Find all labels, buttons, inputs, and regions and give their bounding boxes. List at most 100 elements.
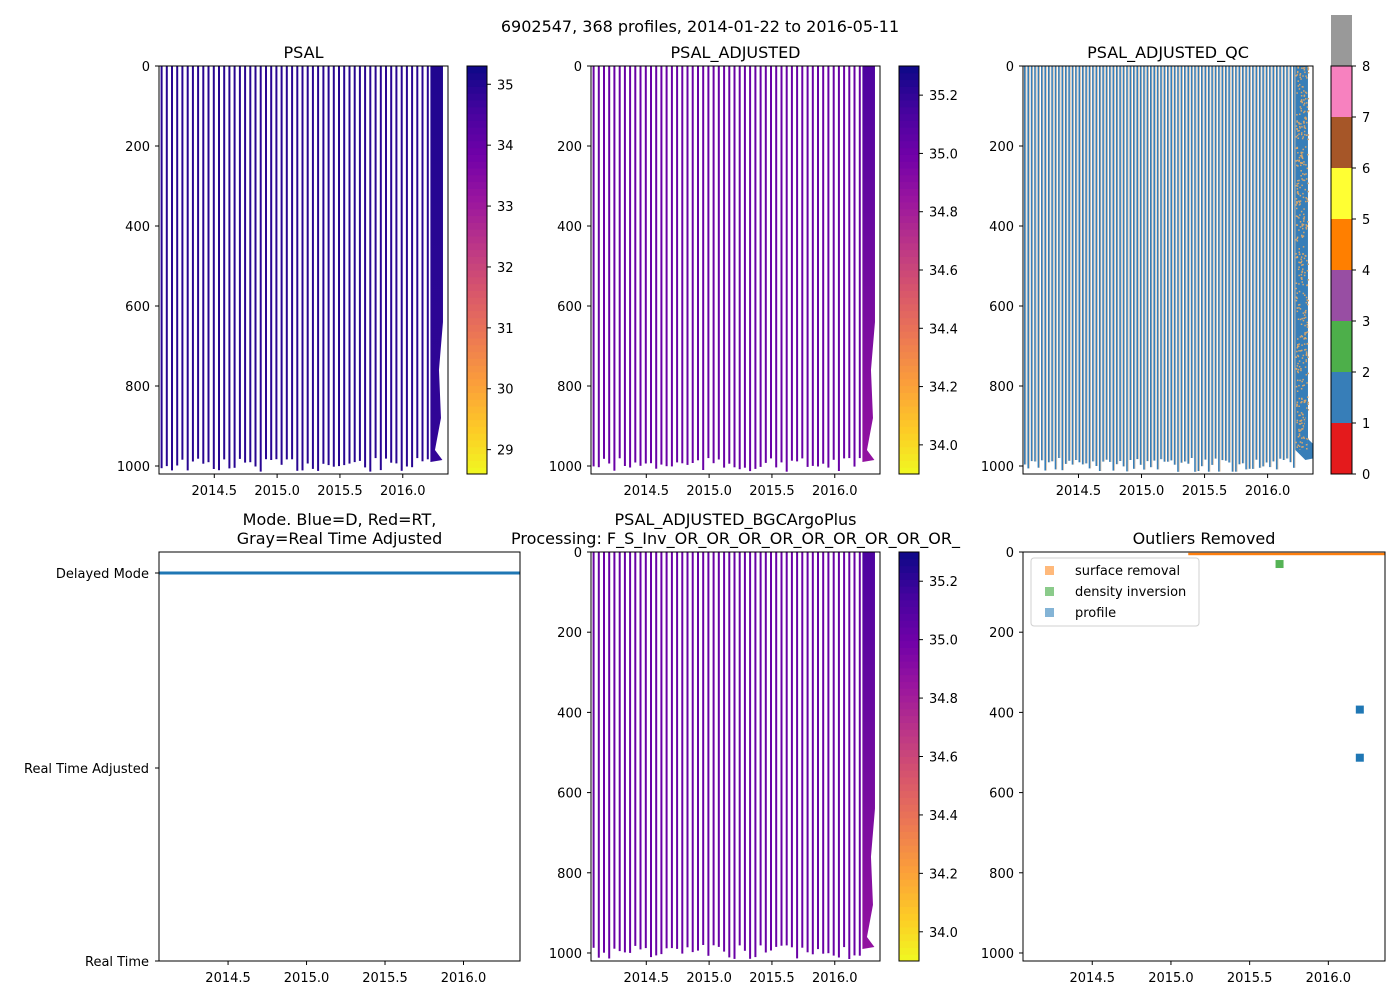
psal_adjusted-profile <box>692 66 694 463</box>
psal_adjusted_qc-dense-speckle <box>1307 154 1309 156</box>
psal_adjusted_qc-profile-speckle <box>1097 66 1098 466</box>
psal_adjusted_qc-profile-speckle <box>1288 66 1289 459</box>
psal_adjusted_qc-dense-speckle <box>1308 98 1310 100</box>
psal-profile <box>234 66 236 468</box>
psal_adjusted_qc-profile-speckle <box>1206 66 1207 460</box>
mode-ytick-label: Real Time Adjusted <box>24 762 149 777</box>
psal_adjusted_qc-dense-speckle <box>1302 158 1304 160</box>
qc-colorbar-segment <box>1331 423 1352 474</box>
psal_adjusted-colorbar-segment <box>899 358 919 365</box>
psal_adjusted_qc-dense-speckle <box>1299 446 1301 448</box>
psal_adjusted_qc-profile-speckle <box>1029 66 1030 468</box>
bgc-colorbar-segment <box>899 593 919 600</box>
psal_adjusted_qc-dense-speckle <box>1304 125 1306 127</box>
psal_adjusted-profile <box>817 66 819 467</box>
psal_adjusted_qc-xtick-label: 2015.5 <box>1182 484 1228 499</box>
psal-colorbar-segment <box>467 134 487 141</box>
psal_adjusted_qc-profile-speckle <box>1250 66 1251 469</box>
bgc-profile <box>754 552 756 957</box>
psal_adjusted-profile <box>593 66 595 466</box>
psal-colorbar-segment <box>467 290 487 297</box>
psal_adjusted_qc-profile-speckle <box>1189 66 1190 464</box>
bgc-profile <box>671 552 673 948</box>
psal_adjusted_qc-dense-speckle <box>1304 180 1306 182</box>
psal_adjusted_qc-profile-speckle <box>1039 66 1040 468</box>
psal_adjusted_qc-dense-speckle <box>1303 214 1305 216</box>
psal_adjusted_qc-dense-speckle <box>1306 374 1308 376</box>
psal_adjusted_qc-dense-speckle <box>1301 272 1303 274</box>
psal_adjusted-ytick-label: 800 <box>557 380 582 395</box>
psal-xtick-label: 2014.5 <box>192 484 238 499</box>
psal_adjusted-profile <box>765 66 767 463</box>
psal_adjusted-xtick-label: 2016.0 <box>812 484 858 499</box>
psal_adjusted_qc-dense-speckle <box>1298 445 1300 447</box>
psal-ytick-label: 400 <box>125 220 150 235</box>
psal_adjusted-xtick-label: 2014.5 <box>624 484 670 499</box>
psal_adjusted_qc-dense-speckle <box>1301 126 1303 128</box>
psal_adjusted_qc-profile <box>1096 66 1098 466</box>
psal_adjusted_qc-dense-speckle <box>1297 191 1299 193</box>
qc-colorbar-segment <box>1331 321 1352 372</box>
bgc-colorbar-segment <box>899 579 919 586</box>
psal_adjusted-colorbar-segment <box>899 243 919 250</box>
psal_adjusted_qc-dense-speckle <box>1301 67 1303 69</box>
psal_adjusted_qc-dense-speckle <box>1301 324 1303 326</box>
psal-colorbar-label: 32 <box>497 261 514 276</box>
psal_adjusted_qc-dense-speckle <box>1297 72 1299 74</box>
psal_adjusted_qc-profile-speckle <box>1145 66 1146 470</box>
psal_adjusted_qc-profile <box>1218 66 1220 472</box>
bgc-panel: PSAL_ADJUSTED_BGCArgoPlusProcessing: F_S… <box>511 510 961 986</box>
bgc-colorbar-segment <box>899 763 919 770</box>
psal_adjusted_qc-dense-speckle <box>1306 260 1308 262</box>
psal_adjusted_qc-dense-speckle <box>1300 101 1302 103</box>
psal_adjusted_qc-dense-speckle <box>1302 414 1304 416</box>
psal_adjusted_qc-dense-speckle <box>1299 291 1301 293</box>
psal_adjusted_qc-profile-speckle <box>1114 66 1115 471</box>
psal_adjusted_qc-profile <box>1262 66 1264 466</box>
psal_adjusted_qc-dense-speckle <box>1306 225 1308 227</box>
psal-colorbar-segment <box>467 399 487 406</box>
psal_adjusted_qc-dense-speckle <box>1301 99 1303 101</box>
bgc-colorbar-segment <box>899 736 919 743</box>
psal_adjusted_qc-profile <box>1143 66 1145 470</box>
psal_adjusted_qc-profile-speckle <box>1227 66 1228 461</box>
bgc-colorbar-segment <box>899 866 919 873</box>
psal_adjusted_qc-dense-speckle <box>1308 279 1310 281</box>
psal_adjusted_qc-dense-speckle <box>1308 72 1310 74</box>
bgc-profile <box>728 552 730 957</box>
psal_adjusted_qc-dense-speckle <box>1297 160 1299 162</box>
psal_adjusted_qc-profile <box>1239 66 1241 464</box>
psal_adjusted-colorbar-segment <box>899 114 919 121</box>
psal_adjusted_qc-dense-speckle <box>1300 195 1302 197</box>
psal_adjusted_qc-dense-speckle <box>1303 121 1305 123</box>
psal_adjusted_qc-profile-speckle <box>1141 66 1142 465</box>
psal_adjusted-colorbar-segment <box>899 297 919 304</box>
psal_adjusted_qc-profile-speckle <box>1199 66 1200 471</box>
psal_adjusted_qc-profile <box>1160 66 1162 459</box>
psal_adjusted_qc-profile-speckle <box>1060 66 1061 458</box>
outlier-profile-point <box>1356 706 1364 714</box>
psal_adjusted_qc-dense-speckle <box>1297 420 1299 422</box>
psal_adjusted_qc-dense-speckle <box>1302 385 1304 387</box>
bgc-colorbar-segment <box>899 920 919 927</box>
psal_adjusted_qc-dense-speckle <box>1296 298 1298 300</box>
psal-colorbar-segment <box>467 284 487 291</box>
psal_adjusted_qc-dense-speckle <box>1302 264 1304 266</box>
psal_adjusted_qc-profile-speckle <box>1172 66 1173 460</box>
psal-profile <box>249 66 251 462</box>
psal-profile <box>380 66 382 470</box>
psal_adjusted_qc-dense-speckle <box>1304 134 1306 136</box>
mode-xtick-label: 2015.5 <box>362 971 408 986</box>
bgc-colorbar-segment <box>899 634 919 641</box>
psal_adjusted_qc-dense-speckle <box>1296 125 1298 127</box>
psal-profile <box>406 66 408 467</box>
psal_adjusted-colorbar-segment <box>899 229 919 236</box>
psal-profile <box>338 66 340 466</box>
psal_adjusted_qc-dense-speckle <box>1296 300 1298 302</box>
psal_adjusted_qc-colorbar-label: 8 <box>1362 60 1370 75</box>
bgc-marks <box>593 552 875 959</box>
psal_adjusted-profile <box>760 66 762 467</box>
psal_adjusted_qc-profile <box>1249 66 1251 469</box>
psal-marks <box>161 66 443 472</box>
psal_adjusted_qc-dense-speckle <box>1303 136 1305 138</box>
